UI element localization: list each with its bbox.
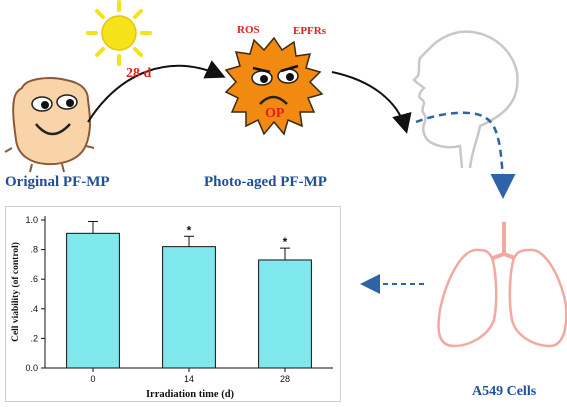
ros-label: ROS: [237, 24, 260, 36]
cell-viability-chart: 0.0 .2 .4 .6 .8 1.0 0 14 * 28 * Cell viability (of…: [5, 206, 341, 402]
y-tick-label: 1.0: [25, 215, 38, 225]
bar: [258, 259, 312, 369]
chart-svg: 0.0 .2 .4 .6 .8 1.0 0 14 * 28 * Cell viability (of…: [5, 206, 341, 402]
airway-path: [415, 111, 516, 199]
human-head-outline: [412, 30, 519, 169]
original-pf-mp-label: Original PF-MP: [5, 174, 110, 190]
y-tick-label: .8: [30, 245, 38, 255]
x-tick-label: 0: [90, 374, 95, 384]
bar: [162, 246, 216, 369]
x-tick-label: 28: [280, 374, 290, 384]
y-tick-label: 0.0: [25, 363, 38, 373]
epfrs-label: EPFRs: [293, 25, 326, 37]
x-tick-label: 14: [184, 374, 194, 384]
y-tick-label: .2: [30, 333, 38, 343]
sun-icon: [86, 0, 152, 66]
aging-arrow: [87, 60, 226, 123]
y-axis-label: Cell viability (of control): [10, 242, 21, 342]
y-tick-label: .6: [30, 274, 38, 284]
x-axis-label: Irradiation time (d): [146, 389, 235, 400]
significance-marker: *: [187, 223, 192, 237]
a549-cells-label: A549 Cells: [472, 384, 537, 399]
bar: [66, 232, 120, 369]
lungs-icon: [437, 222, 567, 348]
photo-aged-pf-mp-label: Photo-aged PF-MP: [204, 174, 327, 190]
original-particle-icon: [4, 77, 95, 173]
inhalation-arrow: [331, 71, 412, 134]
y-tick-label: .4: [30, 304, 38, 314]
significance-marker: *: [283, 235, 288, 249]
duration-label: 28 d: [126, 66, 152, 81]
op-label: OP: [265, 106, 285, 121]
photo-aged-particle-icon: [224, 36, 324, 136]
